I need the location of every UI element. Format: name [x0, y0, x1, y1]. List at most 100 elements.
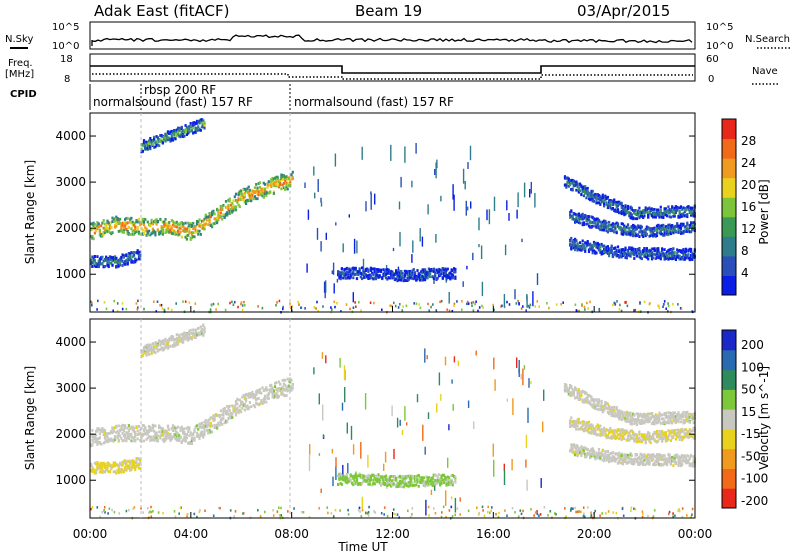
echo-cell — [267, 180, 270, 183]
echo-cell — [648, 210, 651, 214]
echo-cell — [609, 223, 612, 227]
echo-cell — [173, 433, 176, 436]
echo-cell — [119, 221, 122, 225]
echo-cell — [250, 405, 253, 409]
echo-cell — [132, 260, 136, 264]
echo-cell — [135, 426, 138, 429]
echo-cell — [245, 405, 248, 408]
echo-cell — [650, 415, 654, 419]
echo-cell — [219, 211, 222, 215]
echo-cell — [270, 185, 273, 189]
echo-cell — [640, 225, 643, 229]
scatter-cell — [689, 515, 692, 519]
noise-cell — [504, 244, 507, 256]
echo-cell — [175, 437, 178, 441]
echo-cell — [247, 396, 250, 399]
echo-cell — [228, 209, 231, 213]
echo-cell — [645, 210, 648, 214]
echo-cell — [361, 272, 364, 276]
nsearch-label: N.Search — [745, 34, 790, 45]
echo-cell — [683, 225, 686, 229]
echo-cell — [422, 278, 425, 281]
echo-cell — [669, 419, 672, 423]
echo-cell — [431, 484, 434, 487]
echo-cell — [161, 430, 164, 434]
noise-cell — [390, 144, 392, 161]
echo-cell — [625, 209, 628, 213]
echo-cell — [110, 232, 113, 236]
scatter-cell — [257, 509, 259, 512]
scatter-cell — [196, 515, 198, 519]
echo-cell — [101, 467, 104, 471]
echo-cell — [645, 251, 648, 255]
echo-cell — [626, 230, 630, 234]
echo-cell — [121, 221, 124, 225]
echo-cell — [187, 336, 190, 340]
echo-cell — [174, 429, 177, 433]
scatter-cell — [116, 302, 119, 305]
echo-cell — [169, 437, 172, 440]
echo-cell — [112, 439, 115, 443]
echo-cell — [116, 217, 119, 220]
echo-cell — [608, 224, 611, 227]
echo-cell — [189, 122, 192, 125]
echo-cell — [223, 214, 226, 217]
echo-cell — [127, 460, 130, 463]
echo-cell — [344, 474, 347, 478]
echo-cell — [663, 207, 666, 211]
echo-cell — [182, 222, 185, 225]
echo-cell — [132, 229, 136, 232]
echo-cell — [111, 231, 114, 234]
echo-cell — [667, 226, 670, 229]
echo-cell — [411, 269, 414, 273]
echo-cell — [633, 257, 636, 260]
echo-cell — [148, 145, 151, 148]
echo-cell — [570, 246, 573, 249]
echo-cell — [193, 130, 196, 134]
echo-cell — [153, 146, 156, 149]
echo-cell — [122, 223, 125, 227]
echo-cell — [100, 224, 103, 228]
echo-cell — [203, 429, 206, 432]
echo-cell — [120, 229, 123, 233]
echo-cell — [217, 218, 220, 222]
echo-cell — [195, 333, 199, 337]
echo-cell — [581, 243, 584, 246]
echo-cell — [673, 229, 676, 233]
echo-cell — [146, 233, 149, 237]
echo-cell — [654, 253, 657, 257]
scatter-cell — [112, 309, 114, 312]
scatter-cell — [241, 304, 244, 307]
echo-cell — [582, 194, 585, 198]
echo-cell — [121, 230, 124, 234]
echo-cell — [260, 399, 263, 402]
echo-cell — [281, 379, 284, 382]
echo-cell — [650, 231, 654, 235]
echo-cell — [106, 263, 109, 267]
echo-cell — [247, 193, 250, 197]
echo-cell — [209, 416, 212, 420]
echo-cell — [427, 476, 430, 479]
echo-cell — [605, 245, 608, 249]
echo-cell — [669, 224, 672, 228]
echo-cell — [253, 405, 257, 409]
echo-cell — [577, 392, 580, 395]
echo-cell — [590, 192, 593, 196]
echo-cell — [611, 222, 614, 225]
echo-cell — [582, 185, 585, 189]
echo-cell — [450, 478, 453, 482]
noise-cell — [350, 425, 353, 440]
echo-cell — [105, 468, 108, 471]
echo-cell — [287, 380, 291, 384]
echo-cell — [126, 230, 129, 234]
echo-cell — [232, 204, 235, 208]
echo-cell — [358, 482, 361, 485]
echo-cell — [231, 413, 234, 416]
scatter-cell — [334, 305, 336, 309]
echo-cell — [663, 211, 666, 215]
echo-cell — [590, 244, 593, 248]
noise-cell — [478, 244, 480, 248]
echo-cell — [204, 213, 207, 217]
scatter-cell — [536, 510, 538, 513]
scatter-cell — [391, 304, 393, 308]
